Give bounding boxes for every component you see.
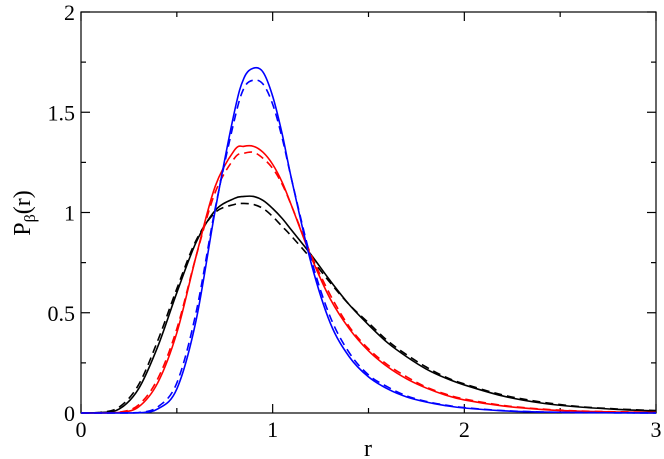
series-line-6 <box>80 79 657 414</box>
y-tick-label: 1 <box>64 201 75 226</box>
y-axis-title-sub: β <box>22 214 39 222</box>
tick-labels: 0 1 2 3 0 0.5 1 1.5 2 <box>48 0 662 442</box>
x-axis-title: r <box>364 436 372 459</box>
x-tick-label: 1 <box>267 417 278 442</box>
y-tick-label: 1.5 <box>48 100 76 125</box>
y-tick-label: 0.5 <box>48 301 76 326</box>
y-axis-title: Pβ(r) <box>10 190 39 235</box>
y-axis-title-main: P <box>10 222 36 235</box>
x-tick-label: 3 <box>651 417 662 442</box>
y-tick-label: 2 <box>64 0 75 25</box>
series-lines <box>80 66 657 414</box>
plot-frame <box>80 11 657 414</box>
series-line-4 <box>80 151 657 414</box>
y-tick-label: 0 <box>64 401 75 426</box>
series-line-2 <box>80 202 657 414</box>
axis-ticks <box>80 11 657 414</box>
y-axis-title-rest: (r) <box>10 190 36 214</box>
series-line-3 <box>80 144 657 414</box>
series-line-1 <box>80 195 657 414</box>
x-tick-label: 2 <box>459 417 470 442</box>
x-tick-label: 0 <box>76 417 87 442</box>
